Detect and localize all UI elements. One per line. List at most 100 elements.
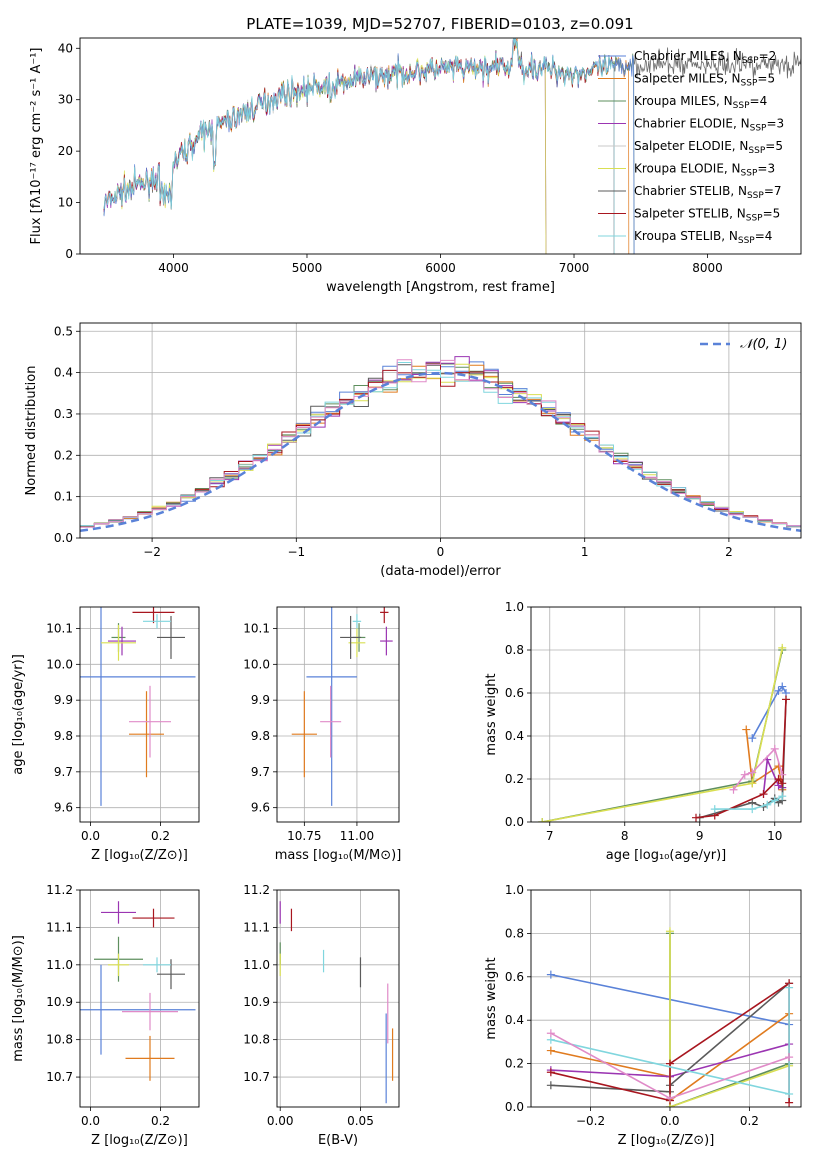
legend-label: Chabrier STELIB, NSSP=7 xyxy=(634,184,782,201)
plot-area xyxy=(277,607,399,822)
plot-area xyxy=(103,38,801,254)
errorbar-point xyxy=(101,624,136,661)
legend-label: Chabrier ELODIE, NSSP=3 xyxy=(634,117,784,134)
y-tick-label: 10.8 xyxy=(243,1033,270,1047)
y-tick-label: 1.0 xyxy=(505,600,524,614)
legend-label: Salpeter STELIB, NSSP=5 xyxy=(634,207,780,224)
x-axis-label: Z [log₁₀(Z/Z⊙)] xyxy=(91,848,188,863)
mass-weight-marker xyxy=(538,818,547,822)
panel-mass_weight_vs_Z: −0.2 0.0 0.2 0.0 0.2 0.4 0.6 0.8 1.0 Z [log₁₀(Z/Z… xyxy=(484,883,802,1148)
y-tick-label: 0.3 xyxy=(54,407,73,421)
x-tick-label: 0.2 xyxy=(740,1114,759,1128)
x-tick-label: 4000 xyxy=(158,261,189,275)
plot-area xyxy=(80,607,199,822)
x-tick-label: 2 xyxy=(725,545,733,559)
y-tick-label: 0.5 xyxy=(54,324,73,338)
y-tick-label: 0.4 xyxy=(505,1013,524,1027)
y-tick-label: 10.1 xyxy=(243,622,270,636)
y-tick-label: 0.1 xyxy=(54,490,73,504)
plot-area xyxy=(531,607,801,822)
mass-weight-marker xyxy=(774,686,783,695)
y-tick-label: 9.9 xyxy=(54,693,73,707)
y-tick-label: 10 xyxy=(58,196,73,210)
x-tick-label: 8000 xyxy=(692,261,723,275)
y-tick-label: 9.8 xyxy=(251,729,270,743)
x-axis-label: Z [log₁₀(Z/Z⊙)] xyxy=(618,1133,715,1148)
mass-weight-marker xyxy=(778,643,787,652)
y-tick-label: 11.2 xyxy=(243,883,270,897)
errorbar-point xyxy=(380,607,389,624)
y-tick-label: 0.6 xyxy=(505,970,524,984)
axes-frame xyxy=(79,889,200,1108)
x-axis-label: mass [log₁₀(M/M⊙)] xyxy=(275,848,402,863)
y-tick-label: 10.0 xyxy=(243,657,270,671)
panel-age_vs_mass: 10.75 11.00 9.6 9.7 9.8 9.9 10.0 10.1 mass [log₁… xyxy=(243,606,402,863)
mass-weight-marker xyxy=(748,779,757,788)
mass-weight-marker xyxy=(665,927,674,936)
mass-weight-marker xyxy=(546,1068,555,1077)
errorbar-point xyxy=(132,607,175,624)
mass-weight-marker xyxy=(748,768,757,777)
x-tick-label: 0 xyxy=(437,545,445,559)
spectrum-series-line xyxy=(103,38,547,254)
mass-weight-marker xyxy=(785,983,794,992)
errorbar-point xyxy=(320,685,342,758)
y-axis-label: mass weight xyxy=(484,957,499,1039)
x-tick-label: 9 xyxy=(696,829,704,843)
x-tick-label: 0.05 xyxy=(347,1114,374,1128)
mass-weight-marker xyxy=(763,800,772,809)
y-tick-label: 9.8 xyxy=(54,729,73,743)
y-axis-label: Flux [fλ10⁻¹⁷ erg cm⁻² s⁻¹ A⁻¹] xyxy=(29,48,44,245)
plot-area xyxy=(80,323,801,538)
y-tick-label: 10.7 xyxy=(243,1070,270,1084)
y-tick-label: 0.2 xyxy=(505,772,524,786)
y-tick-label: 10.7 xyxy=(46,1070,73,1084)
errorbar-point xyxy=(352,614,362,629)
y-tick-label: 10.1 xyxy=(46,622,73,636)
panels: 4000 5000 6000 7000 8000010203040wavelength … xyxy=(11,37,802,1148)
mass-weight-marker xyxy=(546,1029,555,1038)
errorbar-point xyxy=(108,953,129,977)
mass-weight-marker xyxy=(546,1081,555,1090)
x-tick-label: 0.0 xyxy=(660,1114,679,1128)
y-axis-label: mass [log₁₀(M/M⊙)] xyxy=(11,935,26,1062)
y-tick-label: 0.8 xyxy=(505,643,524,657)
y-tick-label: 11.2 xyxy=(46,883,73,897)
y-tick-label: 0.0 xyxy=(54,531,73,545)
mass-weight-marker xyxy=(748,734,757,743)
x-axis-label: (data-model)/error xyxy=(380,564,501,579)
mass-weight-line xyxy=(751,685,787,739)
mass-weight-marker xyxy=(778,792,787,801)
y-tick-label: 9.9 xyxy=(251,693,270,707)
errorbar-point xyxy=(129,685,171,758)
y-tick-label: 11.0 xyxy=(46,958,73,972)
mass-weight-marker xyxy=(778,770,787,779)
errorbar-point xyxy=(80,964,196,1055)
y-tick-label: 30 xyxy=(58,93,73,107)
panel-mass_vs_Z: 0.0 0.2 10.7 10.8 10.9 11.0 11.1 11.2 Z [log₁₀(Z… xyxy=(11,883,200,1148)
plot-area xyxy=(531,890,801,1107)
errorbar-point xyxy=(101,901,136,924)
mass-weight-marker xyxy=(770,744,779,753)
spectrum-series-line xyxy=(103,38,615,254)
x-tick-label: 0.0 xyxy=(81,829,100,843)
legend-label: Salpeter ELODIE, NSSP=5 xyxy=(634,139,783,156)
panel-mass_weight_vs_age: 7 8 9 10 0.0 0.2 0.4 0.6 0.8 1.0 age [log₁₀(age/yr… xyxy=(484,600,802,863)
errorbar-point xyxy=(348,628,366,658)
mass-weight-marker xyxy=(778,779,787,788)
legend-label: Salpeter MILES, NSSP=5 xyxy=(634,72,775,89)
mass-weight-line xyxy=(762,756,783,795)
spectrum-legend: Chabrier MILES, NSSP=2 Salpeter MILES, NS… xyxy=(598,49,784,246)
x-tick-label: −0.2 xyxy=(576,1114,605,1128)
plot-area xyxy=(80,890,199,1107)
x-tick-label: 0.2 xyxy=(151,1114,170,1128)
x-tick-label: 10 xyxy=(767,829,782,843)
y-tick-label: 9.6 xyxy=(251,801,270,815)
y-tick-label: 11.0 xyxy=(243,958,270,972)
errorbar-point xyxy=(132,908,175,928)
mass-weight-marker xyxy=(774,775,783,783)
y-tick-label: 11.1 xyxy=(46,920,73,934)
errorbar-point xyxy=(157,959,185,990)
mass-weight-marker xyxy=(740,770,749,779)
x-tick-label: 10.75 xyxy=(287,829,321,843)
